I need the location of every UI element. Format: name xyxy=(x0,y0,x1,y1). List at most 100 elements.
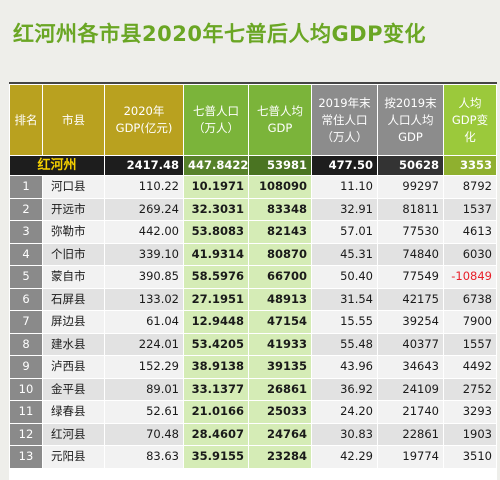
cell-city: 个旧市 xyxy=(42,242,105,266)
total-gdp: 2417.48 xyxy=(104,155,184,176)
cell-per-capita-gdp: 23284 xyxy=(248,445,312,469)
header-per-capita-gdp: 七普人均GDP xyxy=(248,84,312,156)
cell-city: 石屏县 xyxy=(42,287,105,311)
cell-population: 27.1951 xyxy=(183,287,249,311)
cell-2019-population: 55.48 xyxy=(311,332,378,356)
cell-city: 红河县 xyxy=(42,422,105,446)
cell-gdp: 133.02 xyxy=(104,287,184,311)
cell-rank: 10 xyxy=(9,377,43,401)
cell-city: 金平县 xyxy=(42,377,105,401)
cell-gdp-change: 4492 xyxy=(443,355,497,379)
cell-per-capita-gdp: 82143 xyxy=(248,220,312,244)
cell-population: 32.3031 xyxy=(183,197,249,221)
cell-2019-per-capita-gdp: 19774 xyxy=(377,445,444,469)
cell-rank: 12 xyxy=(9,422,43,446)
table-row: 10 金平县 89.01 33.1377 26861 36.92 24109 2752 xyxy=(9,377,497,401)
table-row: 7 屏边县 61.04 12.9448 47154 15.55 39254 7900 xyxy=(9,310,497,334)
cell-2019-per-capita-gdp: 22861 xyxy=(377,422,444,446)
total-per-capita-gdp: 53981 xyxy=(248,155,312,176)
cell-rank: 8 xyxy=(9,332,43,356)
page-title: 红河州各市县2020年七普后人均GDP变化 xyxy=(13,22,427,46)
table-row: 8 建水县 224.01 53.4205 41933 55.48 40377 1557 xyxy=(9,332,497,356)
cell-gdp: 89.01 xyxy=(104,377,184,401)
cell-2019-per-capita-gdp: 99297 xyxy=(377,175,444,199)
table-row: 6 石屏县 133.02 27.1951 48913 31.54 42175 6738 xyxy=(9,287,497,311)
cell-rank: 7 xyxy=(9,310,43,334)
cell-per-capita-gdp: 108090 xyxy=(248,175,312,199)
cell-gdp: 269.24 xyxy=(104,197,184,221)
cell-2019-population: 31.54 xyxy=(311,287,378,311)
header-2019-per-capita-gdp: 按2019末人口人均GDP xyxy=(377,84,444,156)
cell-2019-per-capita-gdp: 21740 xyxy=(377,400,444,424)
cell-2019-population: 32.91 xyxy=(311,197,378,221)
cell-per-capita-gdp: 66700 xyxy=(248,265,312,289)
cell-rank: 5 xyxy=(9,265,43,289)
cell-2019-population: 45.31 xyxy=(311,242,378,266)
cell-gdp: 110.22 xyxy=(104,175,184,199)
cell-gdp-change: 4613 xyxy=(443,220,497,244)
cell-2019-population: 50.40 xyxy=(311,265,378,289)
total-gdp-change: 3353 xyxy=(443,155,497,176)
gdp-table: 排名 市县 2020年GDP(亿元) 七普人口（万人） 七普人均GDP 2019… xyxy=(9,84,497,469)
cell-population: 12.9448 xyxy=(183,310,249,334)
cell-2019-per-capita-gdp: 24109 xyxy=(377,377,444,401)
cell-gdp-change: 1537 xyxy=(443,197,497,221)
cell-rank: 1 xyxy=(9,175,43,199)
cell-2019-population: 57.01 xyxy=(311,220,378,244)
table-row: 3 弥勒市 442.00 53.8083 82143 57.01 77530 4613 xyxy=(9,220,497,244)
table-row: 5 蒙自市 390.85 58.5976 66700 50.40 77549 -10849 xyxy=(9,265,497,289)
cell-city: 屏边县 xyxy=(42,310,105,334)
cell-population: 58.5976 xyxy=(183,265,249,289)
data-table-container: 排名 市县 2020年GDP(亿元) 七普人口（万人） 七普人均GDP 2019… xyxy=(9,82,497,480)
cell-per-capita-gdp: 80870 xyxy=(248,242,312,266)
table-row: 2 开远市 269.24 32.3031 83348 32.91 81811 1537 xyxy=(9,197,497,221)
cell-2019-per-capita-gdp: 74840 xyxy=(377,242,444,266)
cell-gdp-change: 6738 xyxy=(443,287,497,311)
cell-population: 10.1971 xyxy=(183,175,249,199)
cell-gdp: 224.01 xyxy=(104,332,184,356)
table-row: 11 绿春县 52.61 21.0166 25033 24.20 21740 3293 xyxy=(9,400,497,424)
cell-population: 28.4607 xyxy=(183,422,249,446)
cell-2019-population: 36.92 xyxy=(311,377,378,401)
cell-city: 开远市 xyxy=(42,197,105,221)
cell-gdp: 390.85 xyxy=(104,265,184,289)
cell-per-capita-gdp: 24764 xyxy=(248,422,312,446)
cell-gdp-change: 8792 xyxy=(443,175,497,199)
header-city: 市县 xyxy=(42,84,105,156)
cell-per-capita-gdp: 39135 xyxy=(248,355,312,379)
cell-rank: 6 xyxy=(9,287,43,311)
cell-2019-per-capita-gdp: 40377 xyxy=(377,332,444,356)
cell-city: 蒙自市 xyxy=(42,265,105,289)
cell-rank: 3 xyxy=(9,220,43,244)
cell-gdp-change: -10849 xyxy=(443,265,497,289)
cell-gdp-change: 7900 xyxy=(443,310,497,334)
cell-rank: 9 xyxy=(9,355,43,379)
cell-gdp: 52.61 xyxy=(104,400,184,424)
cell-gdp: 61.04 xyxy=(104,310,184,334)
cell-gdp-change: 1903 xyxy=(443,422,497,446)
table-row: 13 元阳县 83.63 35.9155 23284 42.29 19774 3510 xyxy=(9,445,497,469)
cell-population: 33.1377 xyxy=(183,377,249,401)
header-population: 七普人口（万人） xyxy=(183,84,249,156)
cell-2019-per-capita-gdp: 81811 xyxy=(377,197,444,221)
cell-2019-per-capita-gdp: 39254 xyxy=(377,310,444,334)
cell-rank: 4 xyxy=(9,242,43,266)
cell-gdp-change: 2752 xyxy=(443,377,497,401)
cell-per-capita-gdp: 83348 xyxy=(248,197,312,221)
table-row: 4 个旧市 339.10 41.9314 80870 45.31 74840 6030 xyxy=(9,242,497,266)
cell-2019-population: 11.10 xyxy=(311,175,378,199)
cell-per-capita-gdp: 26861 xyxy=(248,377,312,401)
cell-per-capita-gdp: 41933 xyxy=(248,332,312,356)
cell-per-capita-gdp: 25033 xyxy=(248,400,312,424)
cell-2019-population: 15.55 xyxy=(311,310,378,334)
total-row: 红河州 2417.48 447.8422 53981 477.50 50628 … xyxy=(9,155,497,176)
cell-gdp: 442.00 xyxy=(104,220,184,244)
cell-population: 53.8083 xyxy=(183,220,249,244)
cell-rank: 11 xyxy=(9,400,43,424)
cell-gdp-change: 1557 xyxy=(443,332,497,356)
cell-city: 弥勒市 xyxy=(42,220,105,244)
header-gdp-change: 人均GDP变化 xyxy=(443,84,497,156)
cell-2019-per-capita-gdp: 34643 xyxy=(377,355,444,379)
cell-gdp: 70.48 xyxy=(104,422,184,446)
cell-gdp: 339.10 xyxy=(104,242,184,266)
